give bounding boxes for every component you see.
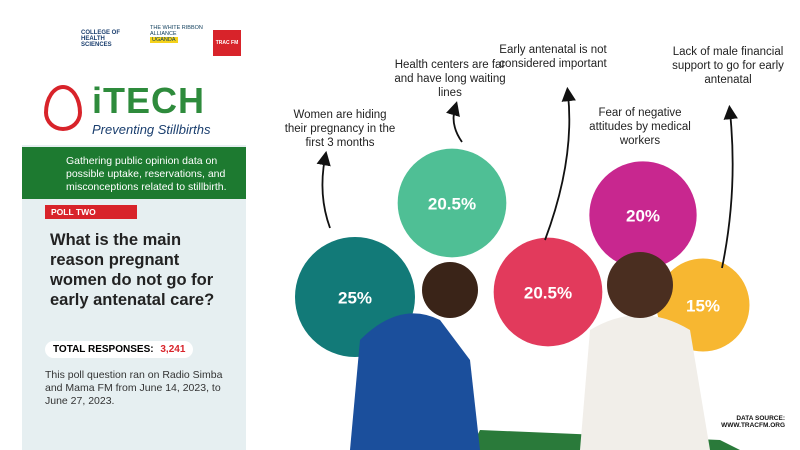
source-label: DATA SOURCE: [736, 415, 785, 422]
responses-value: 3,241 [160, 344, 186, 355]
value-label: 25% [338, 288, 372, 307]
photo-mother-head [607, 252, 673, 318]
value-label: 20.5% [524, 283, 572, 302]
bubble [493, 237, 603, 347]
responses: TOTAL RESPONSES: 3,241 [45, 341, 194, 358]
intro: Gathering public opinion data on possibl… [22, 147, 246, 199]
bubble [589, 161, 697, 269]
reason-label: Women are hiding their pregnancy in the … [284, 109, 396, 149]
tracfm-logo: TRAC FM [213, 30, 241, 56]
photo-mother [580, 315, 710, 450]
alliance-name: THE WHITE RIBBON ALLIANCE [150, 25, 203, 37]
bubble [656, 258, 750, 352]
photo-nurse [350, 313, 480, 450]
source: DATA SOURCE: WWW.TRACFM.ORG [705, 415, 785, 429]
value-label: 20.5% [428, 194, 476, 213]
arrow [316, 150, 331, 229]
arrow [446, 101, 463, 143]
bubble [397, 148, 507, 258]
photo-nurse-head [422, 262, 478, 318]
responses-label: TOTAL RESPONSES: [53, 344, 154, 355]
reason-label: Lack of male financial support to go for… [672, 46, 784, 86]
arrow [544, 86, 576, 241]
tagline: Preventing Stillbirths [92, 122, 211, 137]
reason-label: Fear of negative attitudes by medical wo… [589, 107, 691, 147]
arrow [721, 104, 738, 269]
alliance-country: UGANDA [150, 37, 178, 43]
question: What is the main reason pregnant women d… [50, 231, 215, 309]
brand: iTECH [92, 80, 205, 121]
bubble [295, 237, 415, 357]
alliance-logo: THE WHITE RIBBON ALLIANCE UGANDA [150, 25, 210, 43]
photo-table [470, 430, 740, 450]
note: This poll question ran on Radio Simba an… [45, 369, 223, 407]
value-label: 20% [626, 206, 660, 225]
reason-label: Health centers are far and have long wai… [394, 59, 506, 99]
college-logo: COLLEGE OF HEALTH SCIENCES [81, 30, 120, 48]
poll-tag: POLL TWO [45, 205, 137, 219]
brand-icon [44, 85, 82, 131]
value-label: 15% [686, 296, 720, 315]
source-url: WWW.TRACFM.ORG [721, 422, 785, 429]
reason-label: Early antenatal is not considered import… [499, 44, 607, 70]
